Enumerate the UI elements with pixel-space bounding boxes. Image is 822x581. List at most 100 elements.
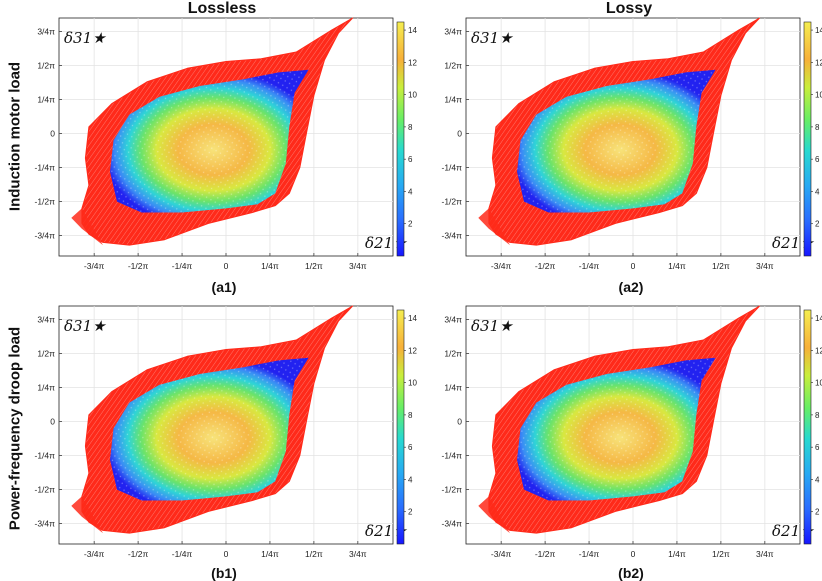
colorbar-tick-label: 10 <box>815 91 822 100</box>
colorbar <box>803 309 812 545</box>
x-tick-label: 1/2π <box>305 549 323 559</box>
panel-label-a2: (a2) <box>618 279 644 295</box>
colorbar-tick-label: 12 <box>815 58 822 67</box>
x-tick-label: 1/2π <box>712 261 730 271</box>
y-tick-label: 1/4π <box>37 95 55 105</box>
stability-region-texture <box>517 69 716 213</box>
colorbar-tick-label: 14 <box>408 314 417 323</box>
chart-panel-a1: -3/4π -1/2π -1/4π 0 1/4π 1/2π 3/4π 3/4π 1/2π 1/4π… <box>34 17 417 271</box>
stability-region-tail <box>478 496 510 534</box>
panel-label-b1: (b1) <box>211 565 237 581</box>
x-tick-label: -1/4π <box>172 261 193 271</box>
stability-region-texture <box>110 357 309 501</box>
stability-region-texture <box>110 69 309 213</box>
colorbar <box>803 21 812 257</box>
y-axis-label: δ31★ <box>64 317 107 335</box>
y-tick-label: -1/4π <box>34 163 55 173</box>
column-title-lossy: Lossy <box>605 0 653 17</box>
x-tick-label: -3/4π <box>491 549 512 559</box>
colorbar-tick-label: 2 <box>408 508 413 517</box>
colorbar-tick-label: 10 <box>408 91 417 100</box>
y-axis-label: δ31★ <box>471 29 514 47</box>
y-tick-label: 3/4π <box>444 315 462 325</box>
colorbar-tick-label: 4 <box>815 475 820 484</box>
colorbar-tick-label: 12 <box>815 346 822 355</box>
y-tick-label: 1/2π <box>37 349 55 359</box>
y-tick-label: 1/2π <box>444 61 462 71</box>
colorbar-tick-label: 6 <box>408 443 413 452</box>
y-tick-label: -1/4π <box>441 451 462 461</box>
x-tick-label: -1/2π <box>128 261 149 271</box>
y-tick-label: 1/2π <box>444 349 462 359</box>
colorbar-tick-label: 14 <box>815 314 822 323</box>
y-tick-label: -1/4π <box>441 163 462 173</box>
y-tick-label: -1/2π <box>441 485 462 495</box>
x-tick-label: -3/4π <box>491 261 512 271</box>
colorbar-tick-label: 2 <box>815 220 820 229</box>
x-tick-label: 1/4π <box>668 261 686 271</box>
y-tick-label: -1/2π <box>34 485 55 495</box>
x-tick-label: -1/2π <box>128 549 149 559</box>
y-tick-label: -1/2π <box>34 197 55 207</box>
y-tick-label: 0 <box>50 417 55 427</box>
x-tick-label: -3/4π <box>84 261 105 271</box>
colorbar-tick-label: 4 <box>408 475 413 484</box>
colorbar-tick-label: 14 <box>815 26 822 35</box>
y-tick-label: -3/4π <box>441 519 462 529</box>
x-tick-label: -1/2π <box>535 261 556 271</box>
colorbar-tick-label: 8 <box>815 411 820 420</box>
colorbar <box>396 309 405 545</box>
x-tick-label: 0 <box>224 261 229 271</box>
panel-label-b2: (b2) <box>618 565 644 581</box>
y-tick-label: -3/4π <box>34 231 55 241</box>
y-tick-label: 0 <box>457 129 462 139</box>
y-tick-label: 1/4π <box>444 95 462 105</box>
column-title-lossless: Lossless <box>187 0 257 17</box>
y-tick-label: 0 <box>457 417 462 427</box>
colorbar-tick-label: 6 <box>408 155 413 164</box>
x-tick-label: 3/4π <box>349 549 367 559</box>
x-tick-label: 1/4π <box>261 549 279 559</box>
x-tick-label: 3/4π <box>349 261 367 271</box>
y-tick-label: 3/4π <box>37 315 55 325</box>
y-axis-label: δ31★ <box>64 29 107 47</box>
y-tick-label: -1/2π <box>441 197 462 207</box>
colorbar-tick-label: 4 <box>815 187 820 196</box>
x-tick-label: 1/2π <box>305 261 323 271</box>
y-tick-label: 3/4π <box>37 27 55 37</box>
colorbar-tick-label: 4 <box>408 187 413 196</box>
x-tick-label: 1/4π <box>261 261 279 271</box>
colorbar-tick-label: 10 <box>815 379 822 388</box>
colorbar-tick-label: 14 <box>408 26 417 35</box>
y-tick-label: 0 <box>50 129 55 139</box>
x-tick-label: -3/4π <box>84 549 105 559</box>
x-tick-label: -1/4π <box>579 549 600 559</box>
x-tick-label: 1/2π <box>712 549 730 559</box>
y-axis-label: δ31★ <box>471 317 514 335</box>
colorbar-tick-label: 8 <box>408 123 413 132</box>
colorbar <box>396 21 405 257</box>
x-tick-label: -1/2π <box>535 549 556 559</box>
x-tick-label: 0 <box>224 549 229 559</box>
stability-region-tail <box>478 208 510 246</box>
y-tick-label: 1/2π <box>37 61 55 71</box>
colorbar-tick-label: 8 <box>408 411 413 420</box>
colorbar-tick-label: 6 <box>815 443 820 452</box>
colorbar-tick-label: 2 <box>815 508 820 517</box>
colorbar-tick-label: 8 <box>815 123 820 132</box>
colorbar-tick-label: 10 <box>408 379 417 388</box>
colorbar-tick-label: 12 <box>408 346 417 355</box>
x-tick-label: 3/4π <box>756 261 774 271</box>
x-tick-label: 0 <box>631 261 636 271</box>
y-tick-label: -3/4π <box>34 519 55 529</box>
y-tick-label: -1/4π <box>34 451 55 461</box>
x-tick-label: -1/4π <box>579 261 600 271</box>
y-tick-label: 3/4π <box>444 27 462 37</box>
chart-panel-b1: -3/4π -1/2π -1/4π 0 1/4π 1/2π 3/4π 3/4π 1/2π 1/4π… <box>34 305 417 559</box>
y-tick-label: -3/4π <box>441 231 462 241</box>
x-tick-label: 1/4π <box>668 549 686 559</box>
y-tick-label: 1/4π <box>37 383 55 393</box>
colorbar-tick-label: 2 <box>408 220 413 229</box>
x-tick-label: 0 <box>631 549 636 559</box>
